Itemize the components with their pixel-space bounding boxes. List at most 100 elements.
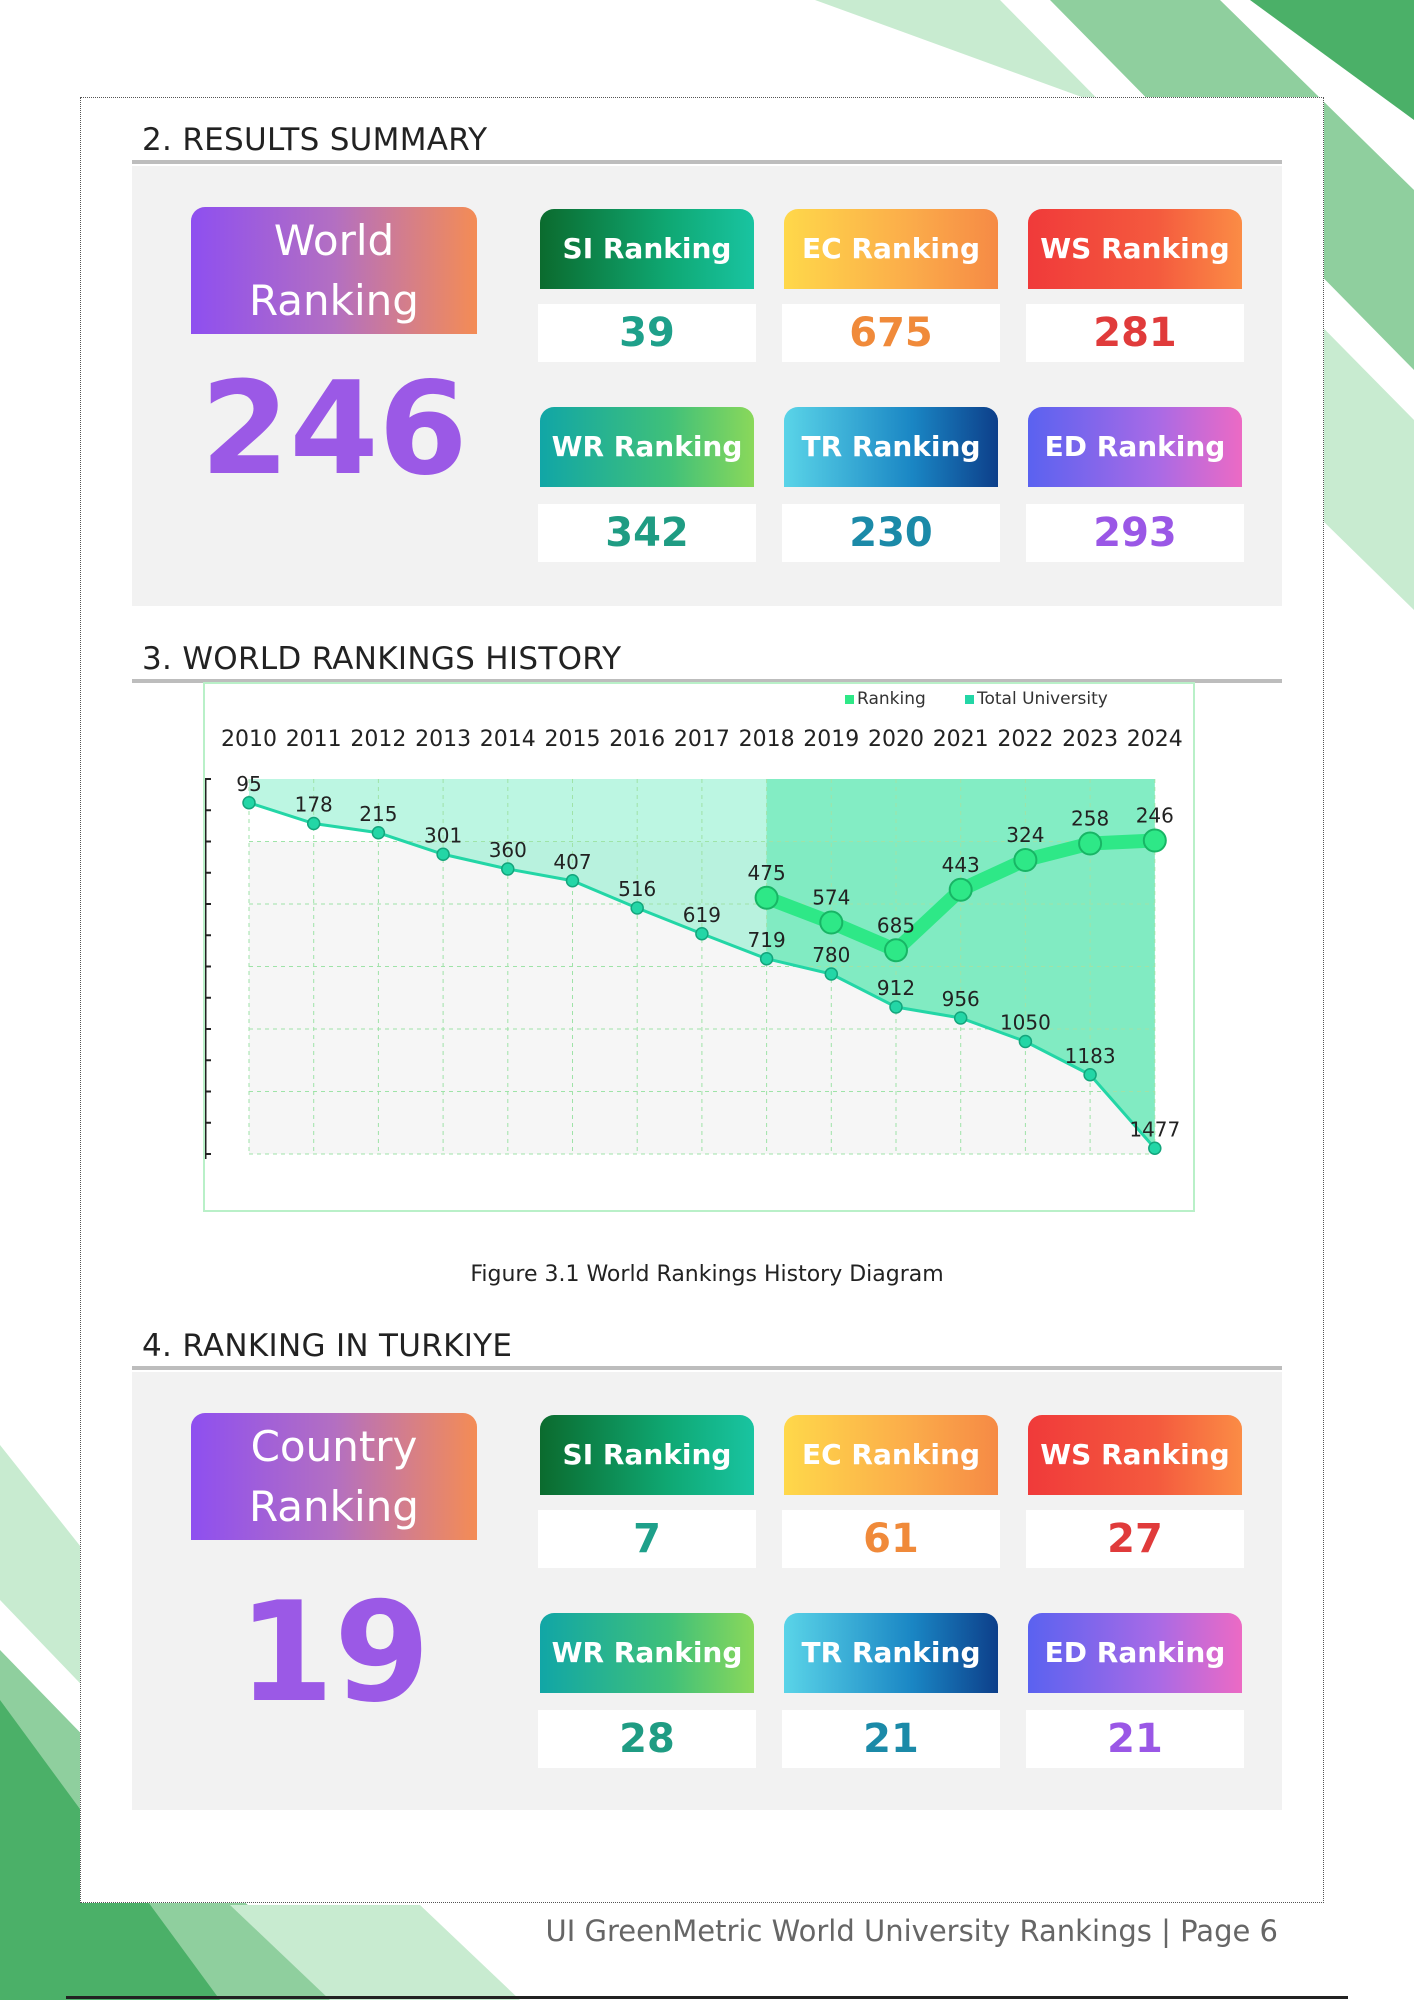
total-university-point (306, 816, 321, 831)
total-university-point (436, 847, 450, 861)
country-ranking-badge: Country Ranking (191, 1413, 477, 1540)
ranking-point (1078, 831, 1103, 856)
total-university-point (630, 901, 644, 915)
world-ranking-label-line1: World (273, 216, 395, 265)
ranking-point (1013, 848, 1038, 872)
rankings-history-chart: 2010 2011 2012 2013 2014 2015 2016 2017 2018 2019… (203, 682, 1195, 1212)
country-ranking-label-line1: Country (250, 1422, 418, 1471)
country-ranking-label-line2: Ranking (249, 1482, 419, 1531)
section-divider (132, 1366, 1282, 1370)
ranking-point (884, 938, 908, 963)
total-university-data-label: 1050 (1000, 1011, 1051, 1035)
ed-ranking-header: ED Ranking (1028, 1613, 1242, 1693)
total-university-point (242, 796, 256, 810)
x-tick-label: 2013 (415, 727, 471, 752)
total-university-point (565, 874, 580, 888)
total-university-data-label: 1183 (1065, 1044, 1116, 1068)
x-tick-label: 2023 (1062, 727, 1118, 752)
x-tick-label: 2015 (545, 727, 601, 752)
total-university-data-label: 912 (877, 976, 915, 1000)
si-ranking-value: 7 (538, 1510, 756, 1568)
wr-ranking-value: 342 (538, 504, 756, 562)
section-divider (132, 679, 1282, 683)
ranking-point (948, 877, 973, 902)
ranking-data-label: 246 (1136, 804, 1174, 828)
si-ranking-header: SI Ranking (540, 1415, 754, 1495)
total-university-data-label: 1477 (1129, 1117, 1180, 1141)
world-ranking-badge: World Ranking (191, 207, 477, 334)
ed-ranking-header: ED Ranking (1028, 407, 1242, 487)
ws-ranking-value: 27 (1026, 1510, 1244, 1568)
legend-swatch (845, 695, 854, 704)
legend-label: Ranking (857, 689, 926, 709)
total-university-point (889, 1000, 903, 1014)
total-university-data-label: 516 (618, 877, 656, 901)
ranking-point (754, 885, 779, 910)
country-ranking-value: 19 (237, 1572, 431, 1733)
x-tick-label: 2014 (480, 727, 536, 752)
ranking-data-label: 324 (1006, 823, 1044, 847)
wr-ranking-value: 28 (538, 1710, 756, 1768)
total-university-data-label: 619 (683, 903, 721, 927)
x-tick-label: 2012 (350, 727, 406, 752)
total-university-area (249, 779, 1155, 1149)
tr-ranking-header: TR Ranking (784, 1613, 998, 1693)
tr-ranking-header: TR Ranking (784, 407, 998, 487)
x-tick-label: 2019 (803, 727, 859, 752)
ec-ranking-value: 675 (782, 304, 1000, 362)
ranking-turkiye-title: 4. RANKING IN TURKIYE (142, 1328, 513, 1364)
total-university-point (1018, 1034, 1033, 1049)
total-university-point (371, 826, 386, 840)
total-university-data-label: 301 (424, 823, 462, 847)
x-tick-label: 2017 (674, 727, 730, 752)
tr-ranking-value: 230 (782, 504, 1000, 562)
x-tick-label: 2018 (739, 727, 795, 752)
chart-svg: 2010 2011 2012 2013 2014 2015 2016 2017 2018 2019… (205, 689, 1183, 1159)
x-tick-label: 2010 (221, 727, 277, 752)
rankings-history-title: 3. WORLD RANKINGS HISTORY (142, 641, 622, 677)
page-footer: UI GreenMetric World University Rankings… (545, 1914, 1278, 1948)
x-tick-label: 2011 (286, 727, 342, 752)
total-university-point (759, 952, 774, 966)
x-tick-label: 2021 (933, 727, 989, 752)
total-university-data-label: 956 (942, 987, 980, 1011)
ranking-point (1142, 828, 1167, 853)
ws-ranking-value: 281 (1026, 304, 1244, 362)
ws-ranking-header: WS Ranking (1028, 209, 1242, 289)
ed-ranking-value: 293 (1026, 504, 1244, 562)
ranking-point (819, 910, 844, 935)
section-divider (132, 160, 1282, 164)
ranking-data-label: 574 (812, 886, 850, 910)
ranking-data-label: 258 (1071, 807, 1109, 831)
wr-ranking-header: WR Ranking (540, 407, 754, 487)
legend-swatch (965, 695, 974, 704)
ec-ranking-header: EC Ranking (784, 1415, 998, 1495)
total-university-point (953, 1011, 968, 1025)
tr-ranking-value: 21 (782, 1710, 1000, 1768)
si-ranking-header: SI Ranking (540, 209, 754, 289)
x-tick-label: 2020 (868, 727, 924, 752)
world-ranking-label-line2: Ranking (249, 276, 419, 325)
total-university-data-label: 360 (489, 838, 527, 862)
total-university-point (695, 927, 709, 941)
x-tick-label: 2022 (997, 727, 1053, 752)
total-university-point (501, 862, 515, 876)
ranking-data-label: 685 (877, 913, 915, 937)
x-tick-label: 2024 (1127, 727, 1183, 752)
x-tick-label: 2016 (609, 727, 665, 752)
figure-caption: Figure 3.1 World Rankings History Diagra… (470, 1262, 944, 1287)
ws-ranking-header: WS Ranking (1028, 1415, 1242, 1495)
total-university-point (824, 967, 839, 981)
world-ranking-value: 246 (200, 355, 468, 504)
total-university-data-label: 407 (553, 850, 591, 874)
total-university-data-label: 95 (236, 772, 261, 796)
total-university-data-label: 215 (359, 802, 397, 826)
ranking-data-label: 475 (748, 861, 786, 885)
total-university-point (1148, 1141, 1162, 1155)
ranking-data-label: 443 (942, 853, 980, 877)
total-university-data-label: 719 (748, 928, 786, 952)
wr-ranking-header: WR Ranking (540, 1613, 754, 1693)
ec-ranking-value: 61 (782, 1510, 1000, 1568)
ec-ranking-header: EC Ranking (784, 209, 998, 289)
total-university-point (1083, 1068, 1097, 1082)
